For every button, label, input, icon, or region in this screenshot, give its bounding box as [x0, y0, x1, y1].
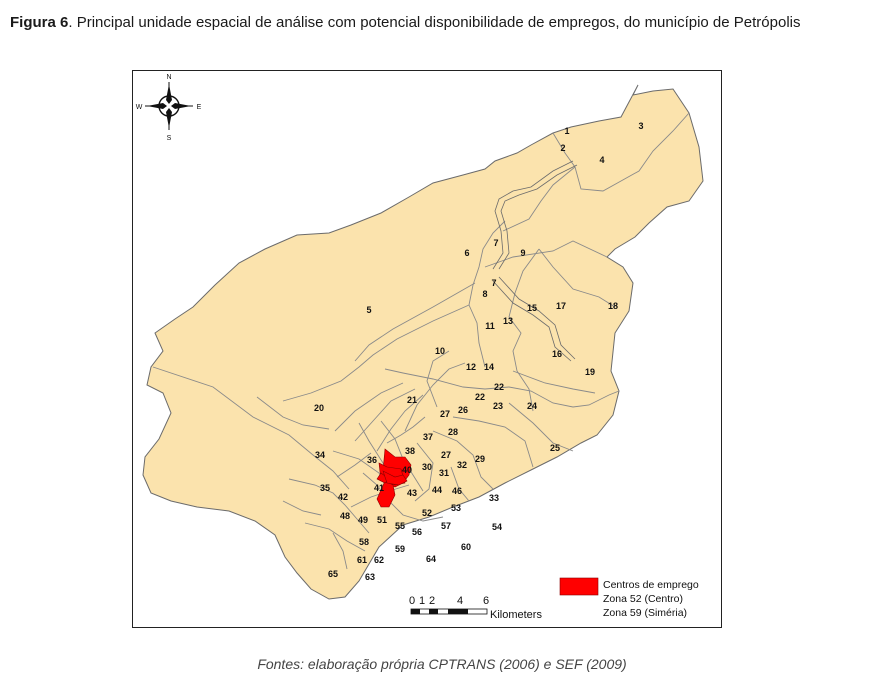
zone-label-15: 15 — [527, 303, 537, 313]
zone-label-55: 55 — [395, 521, 405, 531]
zone-label-9: 9 — [520, 248, 525, 258]
zone-label-56: 56 — [412, 527, 422, 537]
zone-label-61: 61 — [357, 555, 367, 565]
zone-label-63: 63 — [365, 572, 375, 582]
zone-label-59: 59 — [395, 544, 405, 554]
zone-label-24: 24 — [527, 401, 537, 411]
zone-label-44: 44 — [432, 485, 442, 495]
zone-label-22: 22 — [494, 382, 504, 392]
zone-boundaries — [152, 112, 690, 570]
zone-label-48: 48 — [340, 511, 350, 521]
zone-label-10: 10 — [435, 346, 445, 356]
scale-unit: Kilometers — [490, 609, 542, 621]
scale-tick-4: 4 — [457, 595, 463, 607]
municipality-outline — [142, 84, 704, 600]
zone-label-2: 2 — [560, 143, 565, 153]
zone-label-23: 23 — [493, 401, 503, 411]
zone-label-64: 64 — [426, 554, 436, 564]
zone-label-4: 4 — [599, 155, 604, 165]
zone-59-highlight — [376, 480, 396, 508]
zone-label-20: 20 — [314, 403, 324, 413]
compass-e: E — [197, 104, 202, 111]
scale-tick-2: 2 — [429, 595, 435, 607]
compass-s: S — [167, 135, 172, 142]
zone-label-41: 41 — [374, 483, 384, 493]
zone-label-35: 35 — [320, 483, 330, 493]
zone-label-40: 40 — [402, 465, 412, 475]
legend-item-59: Zona 59 (Siméria) — [603, 607, 687, 619]
zone-label-38: 38 — [405, 446, 415, 456]
zone-label-37: 37 — [423, 432, 433, 442]
zone-label-62: 62 — [374, 555, 384, 565]
zone-label-25: 25 — [550, 443, 560, 453]
zone-label-46: 46 — [452, 486, 462, 496]
legend: Centros de emprego Zona 52 (Centro) Zona… — [559, 577, 699, 619]
zone-label-29: 29 — [475, 454, 485, 464]
zone-label-42: 42 — [338, 492, 348, 502]
zone-label-7: 7 — [493, 238, 498, 248]
zone-label-7: 7 — [491, 278, 496, 288]
zone-label-51: 51 — [377, 515, 387, 525]
zone-label-34: 34 — [315, 450, 325, 460]
zone-label-11: 11 — [485, 321, 495, 331]
zone-label-8: 8 — [482, 289, 487, 299]
figure-title-text: . Principal unidade espacial de análise … — [68, 14, 801, 31]
figure-label: Figura 6 — [10, 14, 69, 31]
figure-caption: Fontes: elaboração própria CPTRANS (2006… — [257, 656, 627, 672]
zone-label-1: 1 — [564, 126, 569, 136]
zone-label-36: 36 — [367, 455, 377, 465]
zone-label-22: 22 — [475, 392, 485, 402]
legend-title: Centros de emprego — [603, 579, 699, 591]
zone-label-28: 28 — [448, 427, 458, 437]
zone-label-18: 18 — [608, 301, 618, 311]
zone-label-30: 30 — [422, 462, 432, 472]
compass-w: W — [136, 104, 143, 111]
zone-label-54: 54 — [492, 522, 502, 532]
zone-label-13: 13 — [503, 316, 513, 326]
scale-tick-6: 6 — [483, 595, 489, 607]
zone-label-27: 27 — [440, 409, 450, 419]
centre-zone-highlight — [382, 470, 408, 486]
zone-label-16: 16 — [552, 349, 562, 359]
zone-label-5: 5 — [366, 305, 371, 315]
zone-label-65: 65 — [328, 569, 338, 579]
zone-label-17: 17 — [556, 301, 566, 311]
zone-label-52: 52 — [422, 508, 432, 518]
zone-label-3: 3 — [638, 121, 643, 131]
compass-rose: N S E W — [136, 74, 202, 142]
legend-item-52: Zona 52 (Centro) — [603, 593, 683, 605]
zone-label-27: 27 — [441, 450, 451, 460]
zone-label-60: 60 — [461, 542, 471, 552]
zone-label-32: 32 — [457, 460, 467, 470]
compass-n: N — [166, 74, 171, 81]
scale-tick-1: 1 — [419, 595, 425, 607]
river-lines — [492, 160, 578, 362]
map-frame: N S E W 1 2 3 4 5 6 7 7 8 9 10 11 12 13 14 15 16 17 18 19 20… — [132, 70, 722, 628]
zone-label-31: 31 — [439, 468, 449, 478]
zone-label-21: 21 — [407, 395, 417, 405]
zone-label-53: 53 — [451, 503, 461, 513]
zone-label-49: 49 — [358, 515, 368, 525]
zone-label-58: 58 — [359, 537, 369, 547]
zone-label-26: 26 — [458, 405, 468, 415]
scale-tick-0: 0 — [409, 595, 415, 607]
figure-title: Figura 6. Principal unidade espacial de … — [10, 14, 800, 31]
zone-label-12: 12 — [466, 362, 476, 372]
zone-label-33: 33 — [489, 493, 499, 503]
legend-swatch — [559, 577, 599, 596]
zone-label-19: 19 — [585, 367, 595, 377]
zone-label-6: 6 — [464, 248, 469, 258]
zone-label-43: 43 — [407, 488, 417, 498]
zone-label-57: 57 — [441, 521, 451, 531]
scale-bar: 0 1 2 4 6 Kilometers — [409, 595, 542, 621]
zone-label-14: 14 — [484, 362, 494, 372]
